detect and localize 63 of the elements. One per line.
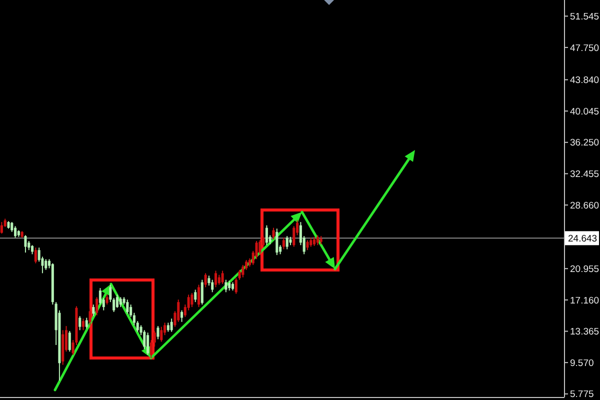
candlestick <box>221 270 224 284</box>
y-tick-label: 5.775 <box>570 389 594 400</box>
candlestick <box>200 279 204 306</box>
candlestick <box>92 304 95 317</box>
candlestick <box>44 258 48 270</box>
candlestick <box>316 234 319 246</box>
candlestick <box>160 326 163 342</box>
candlestick <box>224 279 228 293</box>
candlestick <box>146 332 150 356</box>
y-tick-label: 20.955 <box>570 264 600 275</box>
candlestick <box>14 226 17 238</box>
candlestick <box>218 274 220 286</box>
candlestick <box>126 299 129 314</box>
y-tick-label: 28.660 <box>570 200 600 212</box>
candlestick <box>194 289 197 303</box>
y-tick-label: 40.045 <box>570 106 600 118</box>
candlestick <box>214 270 218 288</box>
candlestick <box>78 316 82 331</box>
candlestick <box>282 237 285 250</box>
candlestick <box>228 280 231 292</box>
candlestick <box>180 310 184 322</box>
candlestick <box>310 237 312 248</box>
ref-line-label: 24.643 <box>568 234 598 244</box>
y-tick-label: 36.250 <box>570 138 600 149</box>
y-tick-label: 17.160 <box>570 295 600 306</box>
candlestick <box>170 318 173 332</box>
candlestick <box>96 296 98 316</box>
candlestick <box>208 275 210 286</box>
y-tick-label: 9.570 <box>570 358 594 369</box>
candlestick <box>265 224 268 246</box>
candlestick <box>272 227 275 240</box>
candlestick <box>234 278 238 294</box>
candlestick <box>82 318 85 331</box>
candlestick <box>31 244 34 255</box>
candlestick <box>34 247 37 264</box>
candlestick <box>106 294 108 306</box>
candlestick <box>166 322 170 332</box>
candlestick <box>197 284 200 308</box>
candlestick <box>156 326 160 340</box>
candlestick <box>116 294 118 308</box>
candlestick <box>204 272 207 288</box>
candlestick <box>276 228 278 256</box>
candlestick <box>68 330 71 352</box>
candlestick <box>119 296 122 308</box>
candlestick <box>190 292 194 308</box>
y-tick-label: 47.750 <box>570 42 600 54</box>
candlestick <box>292 226 296 248</box>
y-tick-label: 32.455 <box>570 169 600 180</box>
y-tick-label: 13.365 <box>570 326 600 338</box>
candlestick <box>306 240 309 251</box>
candlestick <box>85 317 88 329</box>
candlestick <box>242 264 244 278</box>
candlestick <box>286 236 288 250</box>
candlestick <box>211 279 214 293</box>
candlestick <box>24 234 27 254</box>
candlestick <box>313 236 316 246</box>
y-tick-label: 43.840 <box>570 75 600 86</box>
candlestick <box>258 240 262 256</box>
candlestick <box>0 222 3 234</box>
candlestick <box>238 269 241 280</box>
candlestick <box>10 222 14 232</box>
y-tick-label: 51.545 <box>570 11 600 22</box>
candlestick <box>88 308 92 326</box>
